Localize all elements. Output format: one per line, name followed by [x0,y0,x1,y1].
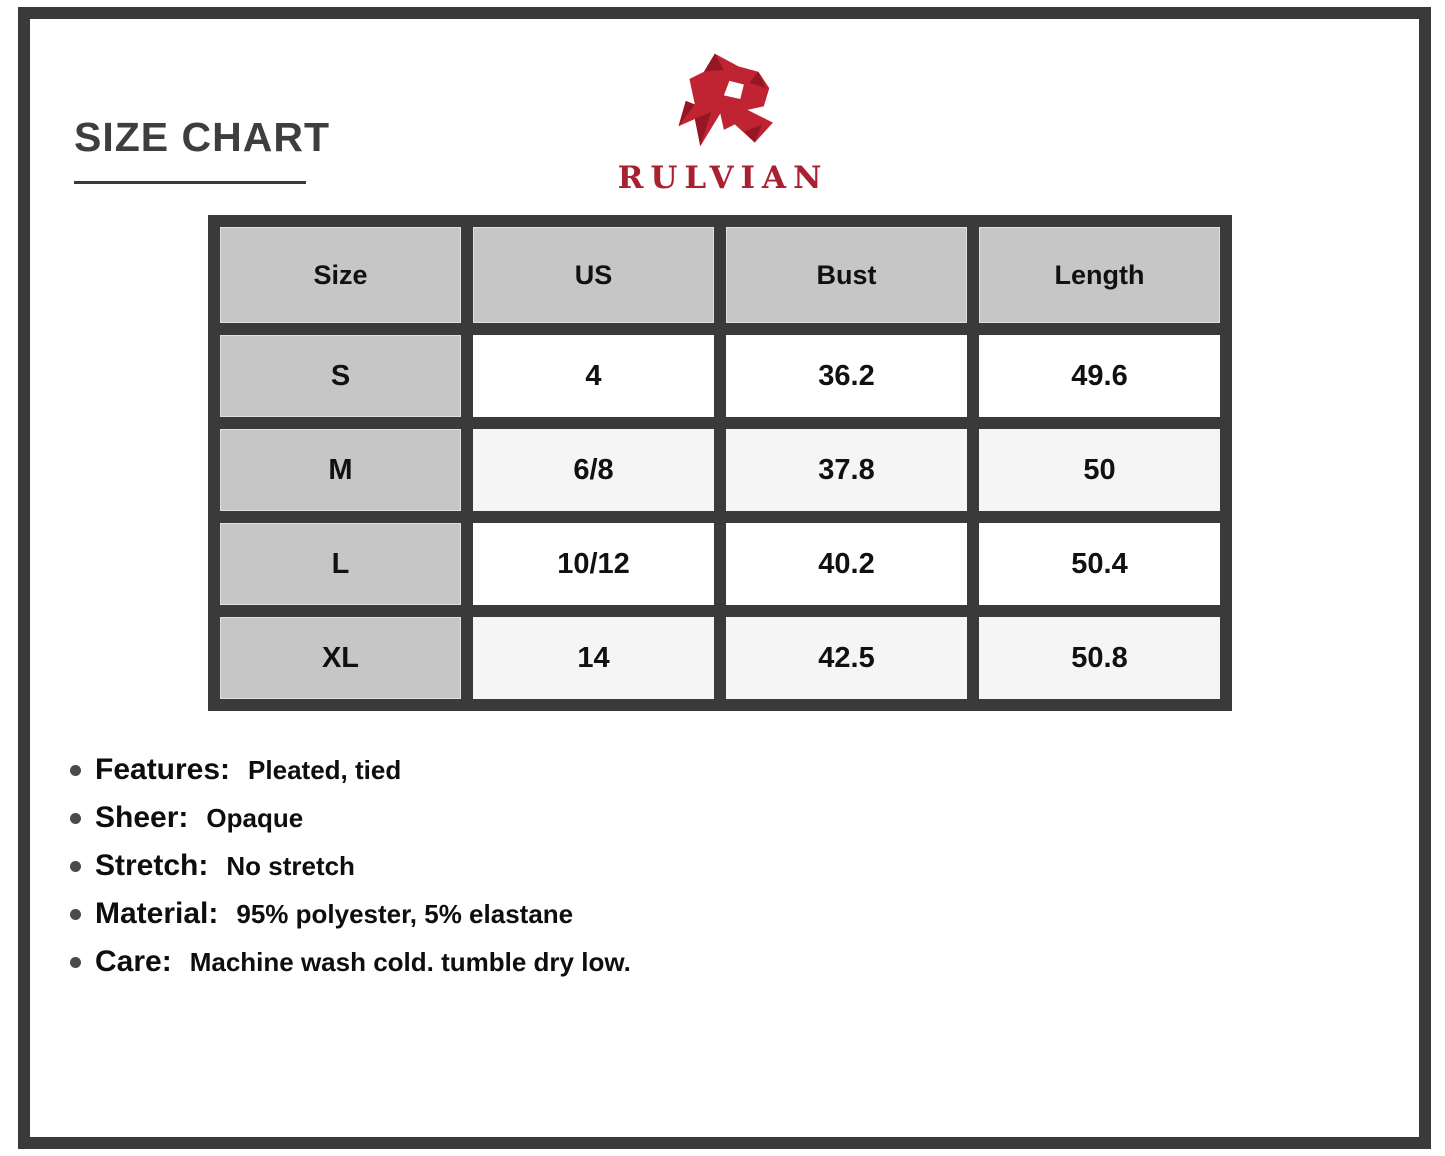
table-header-bust: Bust [726,227,967,323]
cell-bust: 42.5 [726,617,967,699]
size-chart-table: Size US Bust Length S 4 36.2 49.6 M 6/8 … [208,215,1232,711]
product-details-list: Features: Pleated, tied Sheer: Opaque St… [70,746,631,986]
detail-label: Material: [95,897,219,930]
table-row-xl: XL 14 42.5 50.8 [220,617,1220,699]
brand-logo-r-icon [678,53,773,147]
table-row-s: S 4 36.2 49.6 [220,335,1220,417]
cell-size: M [220,429,461,511]
bullet-icon [70,860,81,872]
detail-label: Care: [95,945,172,978]
cell-length: 50 [979,429,1220,511]
brand-block: RULVIAN [563,44,883,196]
detail-value: Pleated, tied [248,754,402,785]
table-row-m: M 6/8 37.8 50 [220,429,1220,511]
detail-value: Opaque [206,802,304,833]
detail-value: No stretch [226,850,355,881]
table-header-us: US [473,227,714,323]
cell-length: 50.4 [979,523,1220,605]
cell-us: 4 [473,335,714,417]
cell-length: 49.6 [979,335,1220,417]
detail-value: 95% polyester, 5% elastane [236,898,574,929]
cell-us: 10/12 [473,523,714,605]
cell-length: 50.8 [979,617,1220,699]
list-item-care: Care: Machine wash cold. tumble dry low. [70,938,631,986]
detail-label: Sheer: [95,801,189,834]
bullet-icon [70,764,81,776]
bullet-icon [70,956,81,968]
cell-size: L [220,523,461,605]
list-item-stretch: Stretch: No stretch [70,842,631,890]
list-item-material: Material: 95% polyester, 5% elastane [70,890,631,938]
bullet-icon [70,908,81,920]
cell-us: 14 [473,617,714,699]
table-row-l: L 10/12 40.2 50.4 [220,523,1220,605]
list-item-features: Features: Pleated, tied [70,746,631,794]
cell-size: XL [220,617,461,699]
title-underline [74,181,306,184]
cell-bust: 36.2 [726,335,967,417]
cell-bust: 40.2 [726,523,967,605]
cell-bust: 37.8 [726,429,967,511]
list-item-sheer: Sheer: Opaque [70,794,631,842]
page-title: SIZE CHART [74,114,330,160]
detail-value: Machine wash cold. tumble dry low. [189,946,631,977]
brand-wordmark: RULVIAN [617,160,829,196]
cell-us: 6/8 [473,429,714,511]
cell-size: S [220,335,461,417]
bullet-icon [70,812,81,824]
table-header-row: Size US Bust Length [220,227,1220,323]
detail-label: Stretch: [95,849,209,882]
table-header-size: Size [220,227,461,323]
table-header-length: Length [979,227,1220,323]
detail-label: Features: [95,753,231,786]
